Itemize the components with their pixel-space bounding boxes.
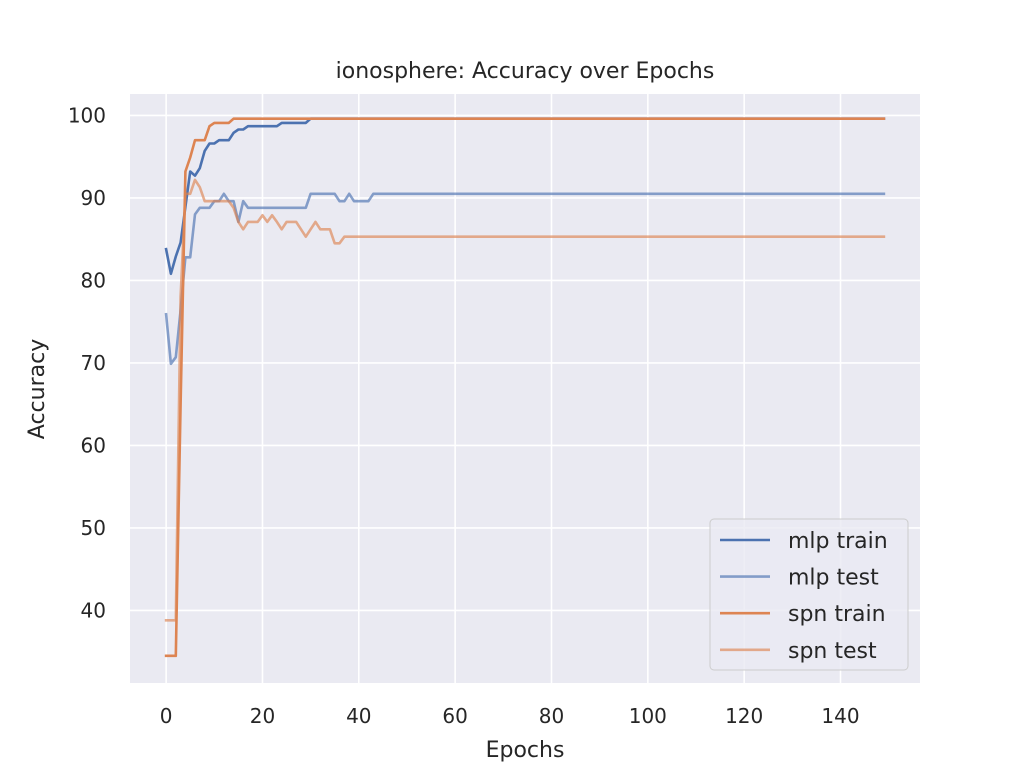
- y-tick-label: 80: [81, 268, 106, 292]
- y-tick-label: 90: [81, 186, 106, 210]
- legend: mlp train mlp test spn train spn test: [709, 518, 909, 671]
- x-tick-label: 0: [160, 704, 173, 728]
- y-tick-label: 60: [81, 433, 106, 457]
- x-tick-label: 100: [629, 704, 667, 728]
- legend-frame: [709, 518, 909, 671]
- series-line-spn-test: [164, 178, 886, 622]
- tick-labels: 0 20 40 60 80 100 120 140 40 50 60 70 80 90 100: [68, 103, 860, 728]
- legend-label: spn test: [788, 639, 877, 664]
- x-axis-label: Epochs: [486, 738, 565, 763]
- legend-label: mlp test: [788, 566, 879, 591]
- y-axis-label: Accuracy: [25, 339, 50, 439]
- x-tick-label: 40: [346, 704, 371, 728]
- y-tick-label: 70: [81, 351, 106, 375]
- x-tick-label: 60: [442, 704, 467, 728]
- x-tick-label: 140: [821, 704, 859, 728]
- x-tick-label: 20: [250, 704, 275, 728]
- y-tick-label: 40: [81, 598, 106, 622]
- x-tick-label: 80: [539, 704, 564, 728]
- legend-label: mlp train: [788, 529, 888, 554]
- legend-label: spn train: [788, 602, 886, 627]
- y-tick-label: 100: [68, 103, 106, 127]
- x-tick-label: 120: [725, 704, 763, 728]
- series-lines: [164, 117, 886, 658]
- y-tick-label: 50: [81, 516, 106, 540]
- chart-title: ionosphere: Accuracy over Epochs: [336, 59, 715, 84]
